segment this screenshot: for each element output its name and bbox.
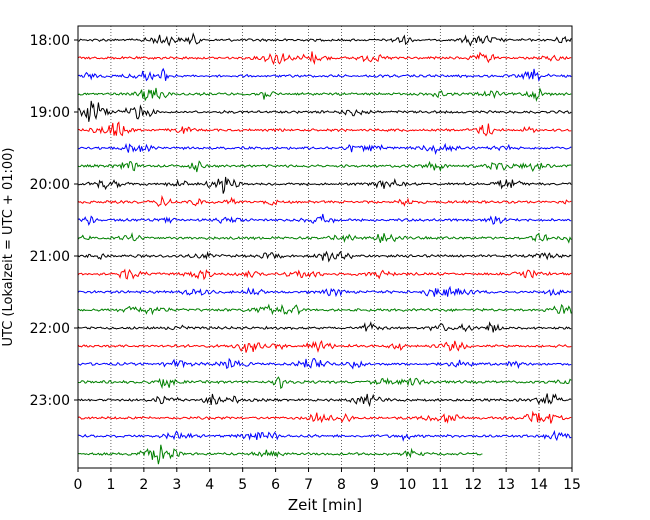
seismic-trace (77, 303, 572, 316)
seismic-trace (77, 410, 572, 424)
seismic-trace (77, 340, 572, 353)
seismic-traces (77, 32, 572, 465)
x-tick-label: 9 (370, 477, 379, 493)
seismic-trace (77, 376, 572, 390)
plot-background (78, 26, 572, 468)
seismic-trace (77, 32, 572, 47)
x-axis-ticks: 0 1 2 3 4 5 6 7 8 9 10 11 12 13 14 15 (74, 468, 581, 493)
seismic-trace (77, 250, 572, 263)
seismic-trace (77, 176, 572, 194)
seismic-trace (77, 142, 572, 155)
y-tick-label: 18:00 (30, 33, 70, 49)
seismic-trace (77, 194, 572, 207)
seismic-trace (77, 393, 572, 408)
seismic-trace (77, 444, 483, 465)
seismic-trace (77, 231, 572, 244)
y-tick-label: 23:00 (30, 393, 70, 409)
x-tick-label: 3 (172, 477, 181, 493)
x-axis-label: Zeit [min] (288, 496, 362, 514)
seismic-trace (77, 67, 572, 82)
seismic-trace (77, 285, 572, 298)
x-tick-label: 12 (464, 477, 482, 493)
x-tick-label: 11 (431, 477, 449, 493)
x-tick-label: 4 (205, 477, 214, 493)
y-tick-label: 22:00 (30, 321, 70, 337)
seismic-trace (77, 51, 572, 66)
y-tick-label: 21:00 (30, 249, 70, 265)
x-tick-label: 7 (304, 477, 313, 493)
seismic-trace (77, 268, 572, 281)
y-axis-label: UTC (Lokalzeit = UTC + 01:00) (1, 148, 16, 347)
x-tick-label: 1 (106, 477, 115, 493)
x-tick-label: 2 (139, 477, 148, 493)
y-tick-label: 20:00 (30, 177, 70, 193)
plot-frame (77, 25, 573, 469)
x-tick-label: 8 (337, 477, 346, 493)
x-tick-label: 15 (563, 477, 581, 493)
seismic-trace (77, 121, 572, 137)
x-tick-label: 6 (271, 477, 280, 493)
y-axis-ticks: 18:00 19:00 20:00 21:00 22:00 23:00 (30, 33, 78, 409)
x-tick-label: 10 (398, 477, 416, 493)
x-tick-label: 14 (530, 477, 548, 493)
y-tick-label: 19:00 (30, 105, 70, 121)
x-tick-label: 5 (238, 477, 247, 493)
seismic-trace (77, 321, 572, 333)
seismic-trace (77, 213, 572, 227)
seismic-trace (77, 87, 572, 102)
seismic-trace (77, 100, 572, 122)
x-tick-label: 13 (497, 477, 515, 493)
seismic-trace (77, 429, 572, 442)
x-tick-label: 0 (74, 477, 83, 493)
seismic-trace (77, 357, 572, 370)
seismic-trace (77, 160, 572, 173)
